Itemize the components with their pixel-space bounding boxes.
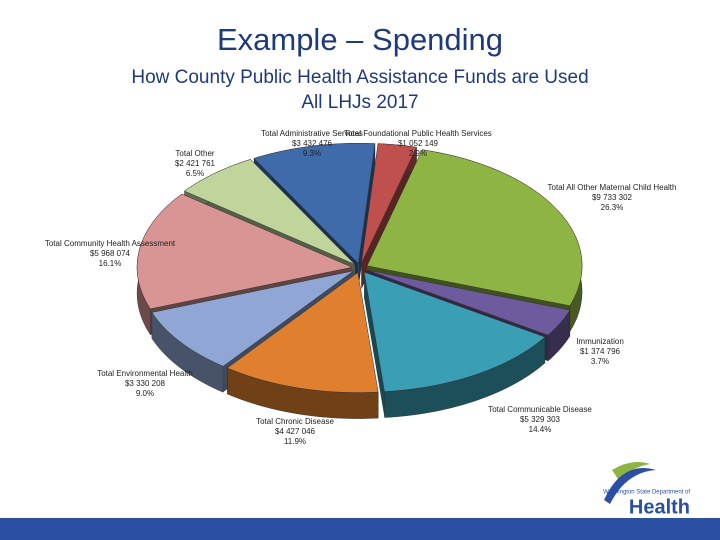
- slice-value: 3.7%: [591, 357, 609, 366]
- slice: [367, 269, 571, 336]
- slice-label: Total Communicable Disease: [488, 405, 592, 414]
- logo-small: Washington State Department of: [603, 490, 690, 496]
- slice-amount: $4 427 046: [275, 427, 316, 436]
- slice-amount: $3 330 208: [125, 379, 166, 388]
- slice-label: Total Foundational Public Health Service…: [344, 129, 492, 138]
- slice-label: Total Administrative Services: [261, 129, 363, 138]
- logo-big: Health: [629, 496, 690, 518]
- subtitle: All LHJs 2017: [301, 92, 418, 113]
- logo-swoosh: [604, 468, 656, 504]
- slice: [253, 143, 376, 264]
- slice: [151, 270, 354, 367]
- slice-amount: $1 052 149: [398, 139, 439, 148]
- slice-label: Total Other: [175, 149, 214, 158]
- title: Example – Spending: [217, 22, 503, 57]
- slice-amount: $5 968 074: [90, 249, 131, 258]
- slice: [226, 272, 379, 393]
- slice-value: 14.4%: [529, 425, 552, 434]
- slice-value: 2.9%: [409, 149, 427, 158]
- slice-label: Immunization: [576, 337, 624, 346]
- slice-label: Total Community Health Assessment: [45, 239, 176, 248]
- slice-amount: $5 329 303: [520, 415, 561, 424]
- slice-label: Total Environmental Health: [97, 369, 193, 378]
- slice: [361, 143, 417, 264]
- slice-amount: $9 733 302: [592, 193, 633, 202]
- slice-side: [364, 272, 385, 418]
- slice-value: 26.3%: [601, 203, 624, 212]
- slice-amount: $1 374 796: [580, 347, 621, 356]
- slice-amount: $3 432 476: [292, 139, 333, 148]
- pie: Total Administrative Services$3 432 4769…: [45, 129, 677, 446]
- slice-value: 16.1%: [99, 259, 122, 268]
- slice-value: 9.3%: [303, 149, 321, 158]
- footer-bar: [0, 518, 720, 540]
- slice-label: Total Chronic Disease: [256, 417, 334, 426]
- slice: [363, 271, 546, 392]
- slice: [183, 159, 355, 265]
- slice-label: Total All Other Maternal Child Health: [548, 183, 677, 192]
- slice-value: 9.0%: [136, 389, 154, 398]
- slice-value: 11.9%: [284, 437, 306, 446]
- slice-value: 6.5%: [186, 169, 204, 178]
- slice: [136, 193, 353, 310]
- slice-side: [358, 143, 375, 290]
- subtitle: How County Public Health Assistance Fund…: [131, 67, 588, 88]
- slice-amount: $2 421 761: [175, 159, 216, 168]
- slice: [366, 149, 583, 307]
